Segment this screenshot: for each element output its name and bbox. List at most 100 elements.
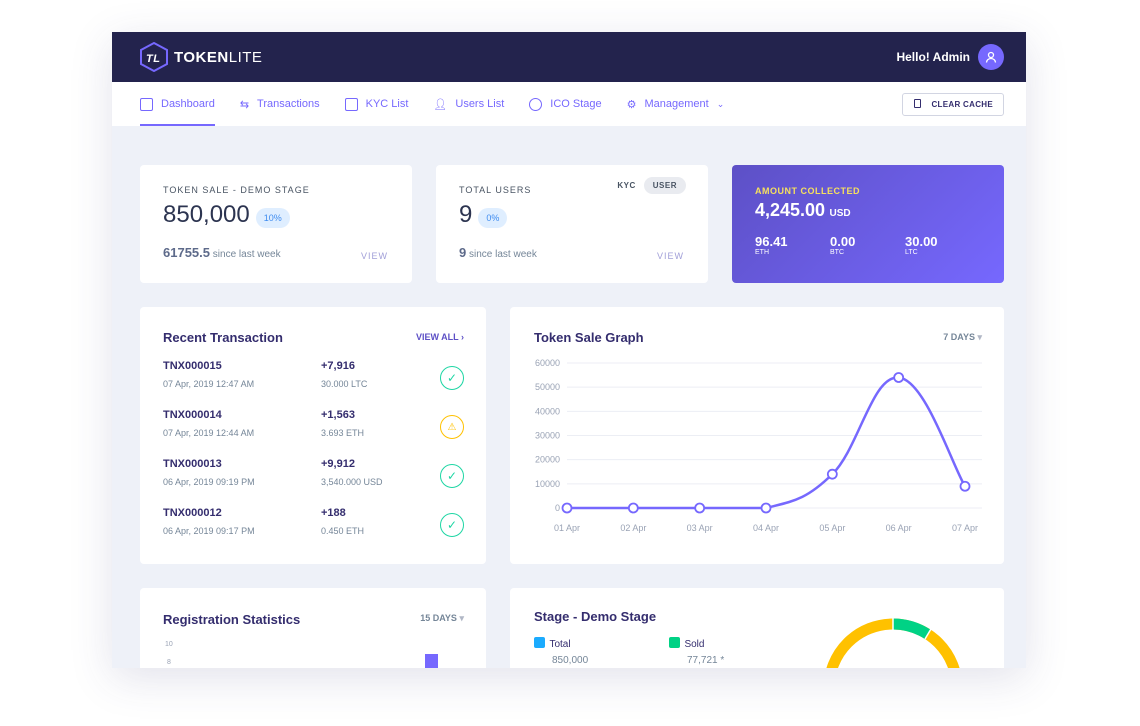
transaction-row[interactable]: TNX000014 07 Apr, 2019 12:44 AM +1,563 3.69…	[163, 409, 464, 458]
since-value: 61755.5	[163, 245, 210, 260]
transaction-row[interactable]: TNX000013 06 Apr, 2019 09:19 PM +9,912 3,54…	[163, 458, 464, 507]
since-label: since last week	[469, 249, 537, 260]
app-window: TL TOKENLITE Hello! Admin Dashboard ⇆ Tra…	[112, 32, 1026, 668]
amount-currency: USD	[829, 208, 851, 219]
y-tick-label: 40000	[535, 406, 560, 416]
warning-icon: ⚠	[440, 415, 464, 439]
check-icon: ✓	[440, 513, 464, 537]
view-link[interactable]: VIEW	[656, 251, 684, 261]
data-point	[561, 502, 573, 514]
legend-label: Total	[549, 639, 571, 650]
range-label: 7 DAYS	[943, 332, 975, 342]
tab-user[interactable]: USER	[643, 177, 686, 194]
amount-collected-card: AMOUNT COLLECTED 4,245.00 USD 96.41 ETH 0…	[732, 165, 1004, 283]
data-point	[959, 480, 971, 492]
nav-ico-stage[interactable]: ICO Stage	[529, 82, 602, 126]
transaction-row[interactable]: TNX000012 06 Apr, 2019 09:17 PM +188 0.450 …	[163, 507, 464, 556]
donut-sold	[892, 618, 932, 640]
data-point	[760, 502, 772, 514]
users-icon: 👤︎	[433, 98, 448, 111]
nav-label: Transactions	[257, 98, 320, 110]
user-avatar-icon[interactable]	[978, 44, 1004, 70]
token-sale-graph-card: Token Sale Graph 7 DAYS ▾ 0 10000 20000 300…	[510, 307, 1004, 564]
range-dropdown[interactable]: 15 DAYS ▾	[420, 613, 464, 624]
card-label: AMOUNT COLLECTED	[755, 186, 860, 196]
legend-value: 850,000	[552, 655, 589, 666]
nav-transactions[interactable]: ⇆ Transactions	[240, 82, 320, 126]
data-point	[893, 372, 905, 383]
y-tick-label: 60000	[535, 358, 560, 368]
nav-label: Users List	[455, 98, 505, 110]
coin-value: 96.41	[755, 234, 788, 249]
x-tick-label: 06 Apr	[886, 523, 912, 533]
coin-name: BTC	[830, 249, 844, 256]
tab-kyc[interactable]: KYC	[617, 181, 636, 190]
clipboard-icon	[914, 99, 922, 108]
token-sale-value: 850,000	[163, 201, 250, 228]
coins-icon	[529, 97, 543, 111]
total-users-card: TOTAL USERS KYC USER 9 0% 9 since last wee…	[436, 165, 708, 283]
legend-swatch	[669, 637, 680, 649]
x-tick-label: 03 Apr	[687, 523, 713, 533]
coin-ltc: 30.00 LTC	[905, 234, 980, 256]
coin-value: 30.00	[905, 234, 938, 249]
svg-text:TL: TL	[146, 53, 160, 65]
chevron-right-icon: ›	[461, 332, 464, 342]
legend-total: Total 850,000	[534, 634, 588, 667]
card-label: TOKEN SALE - DEMO STAGE	[163, 185, 310, 195]
gear-icon: ⚙	[626, 98, 637, 111]
list-icon	[344, 97, 358, 111]
greeting: Hello! Admin	[896, 50, 970, 64]
card-title: Recent Transaction	[163, 330, 283, 345]
logo[interactable]: TL TOKENLITE	[140, 42, 262, 72]
view-all-link[interactable]: VIEW ALL ›	[416, 332, 464, 342]
percent-badge: 10%	[255, 207, 290, 228]
coin-value: 0.00	[830, 234, 856, 249]
nav-users-list[interactable]: 👤︎ Users List	[433, 82, 504, 126]
legend-value: 77,721 *	[687, 655, 725, 666]
registration-statistics-card: Registration Statistics 15 DAYS ▾ 10 8	[140, 588, 486, 668]
x-tick-label: 04 Apr	[753, 523, 779, 533]
nav-label: ICO Stage	[550, 98, 602, 110]
nav-dashboard[interactable]: Dashboard	[140, 82, 215, 126]
total-users-value: 9	[459, 201, 473, 228]
card-label: TOTAL USERS	[459, 185, 532, 195]
x-tick-label: 05 Apr	[819, 523, 845, 533]
nav-management[interactable]: ⚙ Management ⌄	[627, 82, 725, 126]
stage-donut-chart	[826, 618, 960, 668]
y-tick: 10	[165, 641, 173, 648]
registration-bar	[425, 654, 438, 668]
percent-badge: 0%	[478, 207, 508, 228]
nav-label: KYC List	[365, 98, 409, 110]
since-label: since last week	[212, 249, 281, 260]
user-menu[interactable]: Hello! Admin	[896, 44, 1004, 70]
logo-icon: TL	[140, 42, 168, 72]
range-dropdown[interactable]: 7 DAYS ▾	[943, 332, 982, 343]
coin-name: LTC	[905, 249, 918, 256]
caret-down-icon: ▾	[459, 613, 464, 623]
brand-light: LITE	[228, 48, 263, 66]
nav-label: Dashboard	[161, 98, 215, 110]
coin-name: ETH	[755, 249, 769, 256]
clear-cache-button[interactable]: CLEAR CACHE	[902, 93, 1004, 116]
y-tick-label: 10000	[535, 479, 560, 489]
check-icon: ✓	[440, 366, 464, 390]
view-link[interactable]: VIEW	[360, 251, 388, 261]
series-line	[567, 376, 967, 510]
card-title: Registration Statistics	[163, 612, 301, 627]
data-point	[694, 502, 706, 514]
donut-remaining	[826, 618, 960, 668]
nav-kyc-list[interactable]: KYC List	[344, 82, 409, 126]
token-sale-card: TOKEN SALE - DEMO STAGE 850,000 10% 61755…	[140, 165, 412, 283]
swap-icon: ⇆	[239, 98, 250, 111]
token-sale-chart: 0 10000 20000 30000 40000 50000 60000 01 Apr 02 …	[535, 358, 982, 533]
data-point	[627, 502, 639, 514]
range-label: 15 DAYS	[420, 613, 457, 623]
transaction-row[interactable]: TNX000015 07 Apr, 2019 12:47 AM +7,916 30.0…	[163, 360, 464, 409]
legend-label: Sold	[684, 639, 705, 650]
coin-btc: 0.00 BTC	[830, 234, 905, 256]
nav-label: Management	[644, 98, 709, 110]
x-tick-label: 02 Apr	[620, 523, 646, 533]
main-nav: Dashboard ⇆ Transactions KYC List 👤︎ Users…	[112, 82, 1026, 126]
y-tick-label: 0	[555, 503, 560, 513]
